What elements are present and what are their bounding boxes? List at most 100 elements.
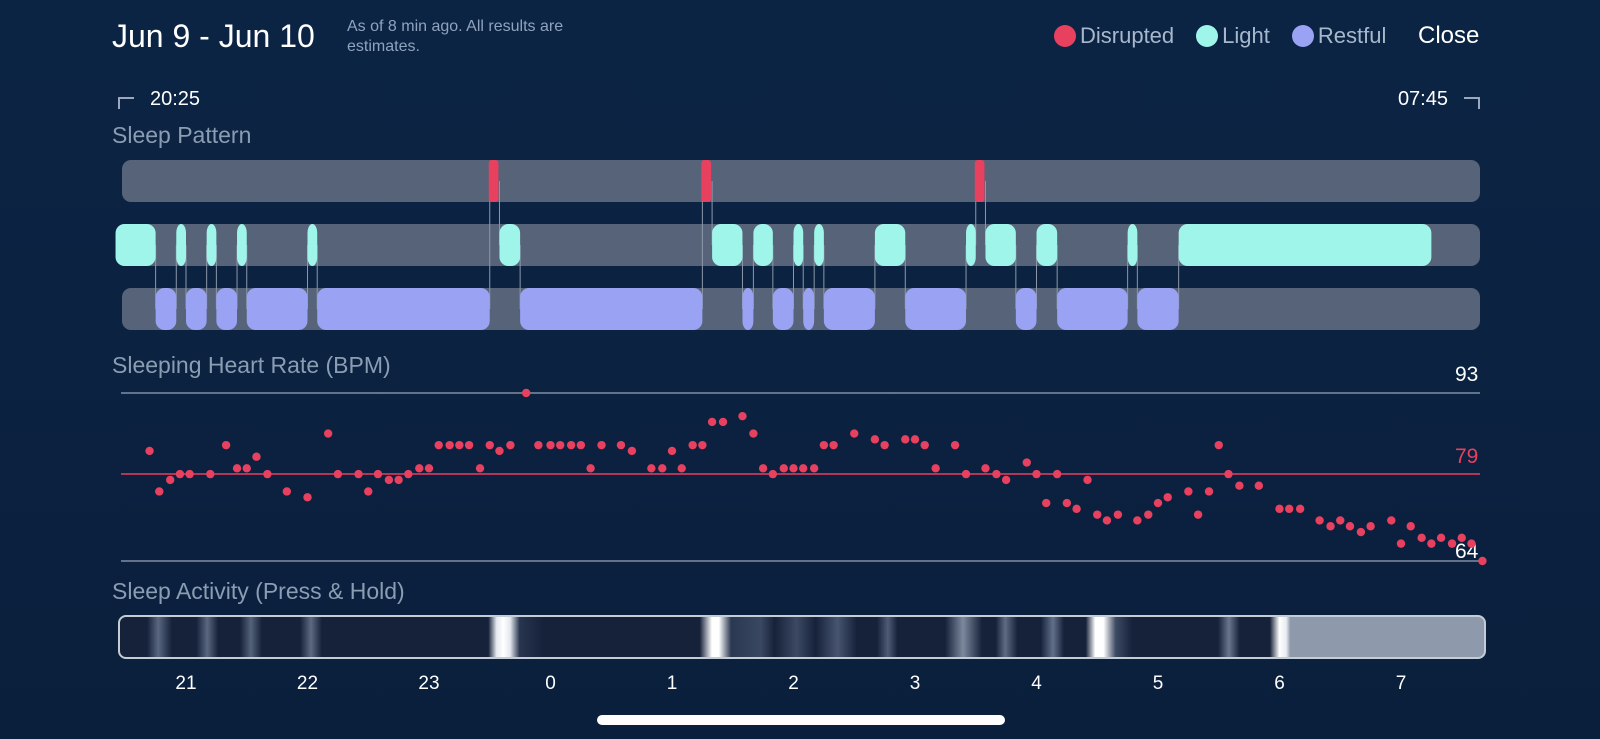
axis-tick-label: 4 bbox=[1031, 673, 1042, 694]
hr-point bbox=[364, 487, 373, 496]
light-segment bbox=[793, 224, 804, 266]
hr-point bbox=[1193, 510, 1203, 519]
hr-point bbox=[1406, 522, 1415, 531]
hr-point bbox=[546, 440, 555, 450]
hr-point bbox=[1214, 440, 1223, 450]
hr-point bbox=[155, 487, 164, 496]
hr-point bbox=[1366, 522, 1375, 531]
hr-point bbox=[145, 446, 154, 456]
sleep-pattern-title: Sleep Pattern bbox=[112, 122, 252, 148]
axis-tick-label: 5 bbox=[1152, 673, 1164, 694]
hr-point bbox=[556, 440, 565, 450]
end-time-label: 07:45 bbox=[1397, 88, 1448, 110]
hr-point bbox=[597, 440, 606, 450]
hr-point bbox=[166, 475, 175, 485]
hr-point bbox=[1417, 533, 1426, 543]
hr-point bbox=[1345, 522, 1355, 531]
hr-point bbox=[242, 464, 251, 473]
hr-point bbox=[384, 475, 394, 485]
hr-point bbox=[1102, 516, 1112, 525]
hr-point bbox=[424, 464, 434, 473]
axis-tick-label: 21 bbox=[175, 673, 197, 694]
hr-point bbox=[586, 464, 595, 473]
sleep-activity-bar[interactable] bbox=[118, 615, 1486, 659]
legend: Disrupted Light Restful bbox=[1054, 23, 1408, 49]
hr-point bbox=[1184, 487, 1193, 496]
hr-point bbox=[1467, 539, 1476, 548]
hr-point bbox=[206, 469, 215, 479]
hr-point bbox=[1062, 498, 1072, 508]
restful-segment bbox=[520, 288, 703, 330]
hr-point bbox=[627, 446, 637, 456]
hr-point bbox=[282, 487, 292, 496]
hr-point bbox=[221, 440, 231, 450]
hr-point bbox=[263, 469, 272, 479]
hr-point bbox=[1326, 522, 1335, 531]
restful-segment bbox=[1057, 288, 1128, 330]
hr-point bbox=[920, 440, 929, 450]
hr-point bbox=[1113, 510, 1123, 519]
restful-segment bbox=[905, 288, 967, 330]
legend-light: Light bbox=[1196, 23, 1270, 49]
close-button[interactable]: Close bbox=[1418, 22, 1480, 49]
restful-segment bbox=[317, 288, 490, 330]
hr-point bbox=[1387, 516, 1396, 525]
home-indicator[interactable] bbox=[597, 715, 1005, 725]
sleep-pattern-chart[interactable] bbox=[0, 0, 1600, 340]
axis-tick-label: 0 bbox=[545, 673, 556, 694]
hr-point bbox=[232, 464, 242, 473]
hr-point bbox=[576, 440, 586, 450]
hr-point bbox=[1447, 539, 1457, 548]
hr-point bbox=[931, 464, 940, 473]
hr-point bbox=[1396, 539, 1406, 548]
hr-point bbox=[1436, 533, 1446, 543]
estimate-note: As of 8 min ago. All results are estimat… bbox=[347, 18, 564, 55]
hr-point bbox=[522, 388, 531, 398]
hr-point bbox=[1022, 458, 1031, 467]
hr-point bbox=[303, 493, 312, 502]
start-bracket-icon bbox=[118, 96, 134, 109]
hr-point bbox=[707, 417, 717, 427]
restful-segment bbox=[1015, 288, 1037, 330]
hr-point bbox=[445, 440, 454, 450]
hr-point bbox=[1478, 556, 1487, 566]
hr-point bbox=[981, 464, 990, 473]
hr-point bbox=[1224, 469, 1233, 479]
heart-rate-chart bbox=[121, 388, 1487, 566]
end-time: 07:45 bbox=[1398, 88, 1480, 111]
hr-point bbox=[323, 429, 333, 438]
hr-point bbox=[688, 440, 697, 450]
hr-point bbox=[961, 469, 971, 479]
light-segment bbox=[985, 224, 1016, 266]
hr-point bbox=[455, 440, 464, 450]
axis-tick-label: 7 bbox=[1395, 673, 1407, 694]
hr-point bbox=[667, 446, 677, 456]
light-segment bbox=[237, 224, 247, 266]
hr-point bbox=[534, 440, 543, 450]
restful-segment bbox=[216, 288, 238, 330]
light-segment bbox=[1036, 224, 1058, 266]
legend-light-label: Light bbox=[1222, 23, 1270, 48]
hr-point bbox=[1144, 510, 1153, 519]
hr-point bbox=[1072, 504, 1081, 514]
hr-point bbox=[354, 469, 363, 479]
light-segment bbox=[206, 224, 217, 266]
hr-point bbox=[1133, 516, 1142, 525]
hr-point bbox=[1083, 475, 1092, 485]
light-segment bbox=[307, 224, 318, 266]
hr-point bbox=[434, 440, 443, 450]
hr-point bbox=[1356, 527, 1366, 537]
hr-point bbox=[1163, 493, 1172, 502]
hr-point bbox=[1235, 481, 1244, 490]
hr-point bbox=[809, 464, 819, 473]
legend-restful: Restful bbox=[1291, 23, 1386, 49]
light-segment bbox=[712, 224, 743, 266]
restful-segment bbox=[823, 288, 875, 330]
hr-avg-label: 79 bbox=[1455, 445, 1479, 468]
restful-segment bbox=[742, 288, 754, 330]
hr-point bbox=[1427, 539, 1436, 548]
hr-point bbox=[677, 464, 686, 473]
hr-max-label: 93 bbox=[1455, 363, 1479, 386]
hr-point bbox=[333, 469, 343, 479]
axis-tick-label: 2 bbox=[788, 673, 799, 694]
